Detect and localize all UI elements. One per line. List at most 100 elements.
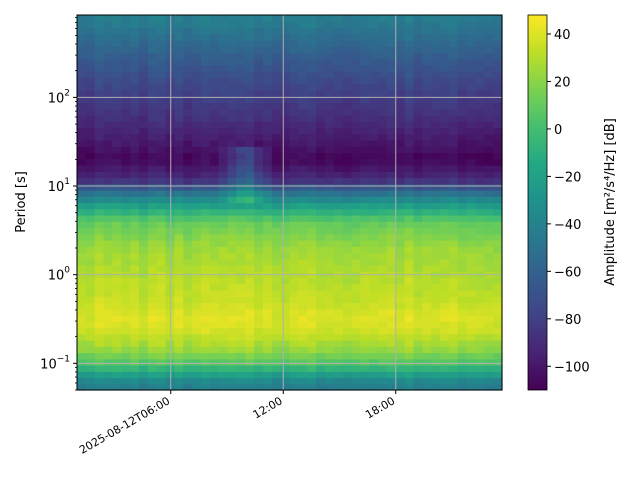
spectrogram-cell: [360, 327, 370, 335]
spectrogram-cell: [77, 227, 87, 235]
spectrogram-cell: [183, 371, 193, 379]
spectrogram-cell: [342, 65, 353, 72]
spectrogram-cell: [342, 21, 353, 29]
spectrogram-cell: [227, 315, 237, 322]
spectrogram-cell: [112, 383, 122, 391]
spectrogram-cell: [138, 346, 149, 354]
spectrogram-cell: [360, 171, 370, 179]
spectrogram-cell: [404, 58, 415, 66]
spectrogram-cell: [271, 58, 282, 66]
y-tick-label: 100: [48, 266, 71, 284]
spectrogram-cell: [457, 46, 468, 54]
spectrogram-cell: [369, 365, 379, 372]
spectrogram-cell: [422, 115, 432, 122]
spectrogram-cell: [395, 146, 406, 154]
spectrogram-cell: [262, 140, 273, 147]
spectrogram-cell: [236, 52, 246, 60]
spectrogram-cell: [422, 190, 432, 197]
spectrogram-cell: [413, 46, 423, 54]
spectrogram-cell: [475, 146, 485, 154]
spectrogram-cell: [262, 346, 273, 354]
spectrogram-cell: [484, 165, 494, 172]
spectrogram-cell: [227, 183, 237, 191]
spectrogram-cell: [85, 190, 96, 197]
spectrogram-cell: [457, 33, 468, 41]
spectrogram-cell: [360, 308, 370, 316]
spectrogram-cell: [147, 52, 158, 60]
spectrogram-cell: [431, 346, 441, 354]
spectrogram-cell: [174, 140, 184, 147]
spectrogram-cell: [395, 352, 406, 360]
spectrogram-cell: [218, 321, 229, 329]
spectrogram-cell: [103, 127, 114, 135]
spectrogram-cell: [121, 383, 131, 391]
spectrogram-cell: [254, 52, 264, 60]
spectrogram-cell: [324, 302, 335, 310]
spectrogram-cell: [324, 190, 335, 197]
spectrogram-cell: [298, 196, 308, 204]
spectrogram-cell: [262, 365, 273, 372]
spectrogram-cell: [431, 208, 441, 216]
spectrogram-cell: [271, 83, 282, 91]
colorbar-tick-label: 20: [554, 75, 571, 90]
spectrogram-cell: [262, 52, 273, 60]
spectrogram-cell: [448, 77, 459, 85]
spectrogram-cell: [431, 296, 441, 304]
spectrogram-cell: [351, 65, 361, 72]
spectrogram-cell: [404, 215, 415, 222]
spectrogram-cell: [351, 302, 361, 310]
spectrogram-cell: [413, 296, 423, 304]
spectrogram-cell: [395, 90, 406, 97]
spectrogram-cell: [245, 177, 255, 185]
spectrogram-cell: [466, 158, 477, 166]
spectrogram-cell: [183, 308, 193, 316]
spectrogram-cell: [254, 340, 264, 347]
spectrogram-cell: [378, 58, 388, 66]
spectrogram-cell: [289, 40, 299, 47]
spectrogram-cell: [422, 346, 432, 354]
spectrogram-cell: [218, 333, 229, 341]
spectrogram-cell: [262, 65, 273, 72]
spectrogram-cell: [484, 208, 494, 216]
spectrogram-cell: [192, 90, 202, 97]
spectrogram-cell: [298, 96, 308, 104]
spectrogram-cell: [440, 202, 450, 210]
spectrogram-cell: [218, 96, 229, 104]
spectrogram-cell: [218, 115, 229, 122]
spectrogram-cell: [475, 90, 485, 97]
spectrogram-cell: [324, 83, 335, 91]
spectrogram-cell: [484, 65, 494, 72]
spectrogram-cell: [94, 327, 105, 335]
spectrogram-cell: [413, 346, 423, 354]
spectrogram-cell: [316, 108, 326, 116]
spectrogram-cell: [271, 283, 282, 291]
spectrogram-cell: [103, 83, 114, 91]
spectrogram-cell: [156, 302, 167, 310]
spectrogram-cell: [183, 246, 193, 254]
spectrogram-cell: [369, 346, 379, 354]
spectrogram-cell: [262, 146, 273, 154]
spectrogram-cell: [351, 346, 361, 354]
spectrogram-cell: [440, 115, 450, 122]
spectrogram-cell: [280, 133, 291, 141]
spectrogram-cell: [85, 71, 96, 79]
spectrogram-cell: [395, 246, 406, 254]
spectrogram-cell: [200, 302, 211, 310]
spectrogram-cell: [440, 183, 450, 191]
spectrogram-cell: [475, 358, 485, 366]
spectrogram-cell: [236, 165, 246, 172]
spectrogram-cell: [333, 115, 344, 122]
spectrogram-cell: [395, 290, 406, 297]
spectrogram-cell: [333, 196, 344, 204]
spectrogram-cell: [200, 240, 211, 247]
spectrogram-cell: [262, 208, 273, 216]
spectrogram-cell: [227, 15, 237, 22]
spectrogram-cell: [404, 190, 415, 197]
spectrogram-cell: [475, 121, 485, 129]
spectrogram-cell: [147, 58, 158, 66]
spectrogram-cell: [324, 377, 335, 385]
spectrogram-cell: [227, 321, 237, 329]
spectrogram-cell: [94, 365, 105, 372]
spectrogram-cell: [130, 146, 140, 154]
spectrogram-cell: [138, 108, 149, 116]
